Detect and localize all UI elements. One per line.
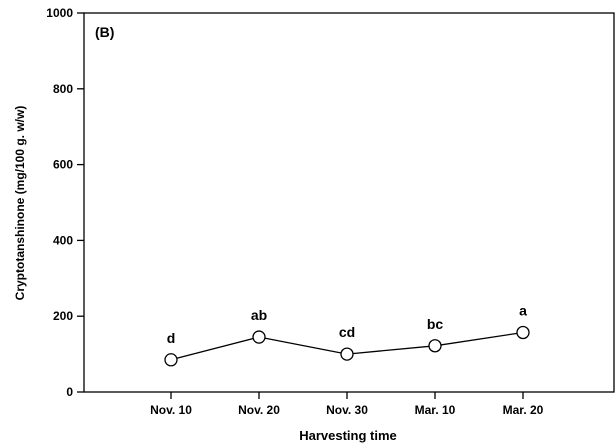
significance-letter: d: [167, 330, 176, 346]
y-axis-ticks: 0 200 400 600 800 1000: [46, 6, 84, 399]
x-tick-label: Mar. 20: [503, 403, 544, 417]
significance-letter: cd: [339, 324, 355, 340]
x-tick-label: Nov. 30: [326, 403, 368, 417]
significance-letters: d ab cd bc a: [167, 302, 527, 345]
y-tick-label: 600: [53, 158, 73, 172]
x-tick-label: Mar. 10: [415, 403, 456, 417]
significance-letter: ab: [251, 307, 267, 323]
y-tick-label: 0: [66, 385, 73, 399]
significance-letter: bc: [427, 316, 444, 332]
data-point: [252, 330, 266, 344]
y-axis-label: Cryptotanshinone (mg/100 g. w/w): [13, 106, 27, 301]
plot-frame: [83, 12, 615, 393]
y-tick-label: 200: [53, 309, 73, 323]
y-tick-label: 400: [53, 233, 73, 247]
series-layer: [164, 325, 530, 367]
x-axis-label: Harvesting time: [299, 428, 397, 443]
data-point: [428, 339, 442, 353]
x-axis-ticks: Nov. 10 Nov. 20 Nov. 30 Mar. 10 Mar. 20: [150, 392, 544, 417]
y-tick-label: 800: [53, 82, 73, 96]
x-tick-label: Nov. 10: [150, 403, 192, 417]
y-tick-label: 1000: [46, 6, 73, 20]
x-tick-label: Nov. 20: [238, 403, 280, 417]
significance-letter: a: [519, 302, 527, 318]
panel-label: (B): [95, 24, 114, 40]
data-point: [164, 353, 178, 367]
data-point: [340, 347, 354, 361]
data-point: [516, 325, 530, 340]
